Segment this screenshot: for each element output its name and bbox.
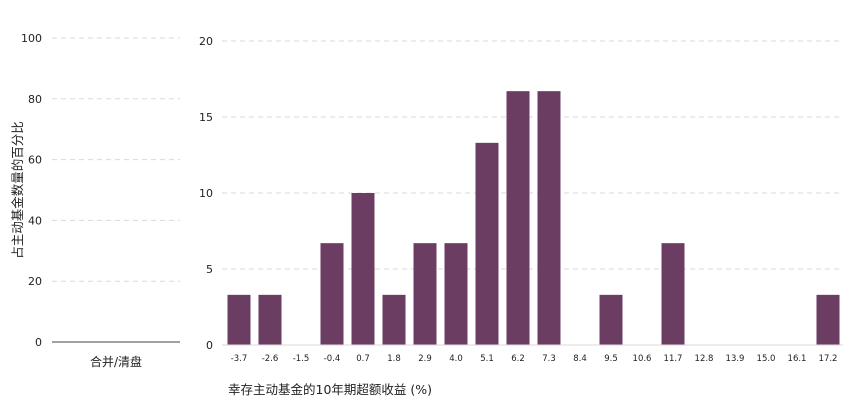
y-tick-label: 15	[199, 111, 213, 124]
x-tick-label: 17.2	[819, 354, 838, 364]
right-panel: 0 5 10 15 20 -3.7 -2.6 -1.5 -0.4 0.7 1.8 2.9 4.0 5.1…	[199, 35, 843, 397]
left-x-tick-labels: 合并/清盘	[90, 354, 142, 369]
y-tick-label: 40	[28, 214, 42, 227]
x-tick-label: 10.6	[633, 354, 652, 364]
bar	[444, 243, 468, 345]
left-gridlines	[52, 37, 180, 282]
x-tick-label: 5.1	[480, 354, 494, 364]
x-tick-label: 2.9	[418, 354, 432, 364]
bar	[475, 142, 499, 345]
y-tick-label: 0	[35, 336, 42, 349]
x-tick-label: -3.7	[231, 354, 248, 364]
right-y-tick-labels: 0 5 10 15 20	[199, 35, 213, 352]
x-tick-label: 9.5	[604, 354, 618, 364]
left-y-axis-title: 占主动基金数量的百分比	[10, 121, 25, 259]
bar	[351, 193, 375, 345]
left-y-tick-labels: 0 20 40 60 80 100	[21, 32, 42, 349]
bar	[413, 243, 437, 345]
x-tick-label: 4.0	[449, 354, 463, 364]
right-x-tick-labels: -3.7 -2.6 -1.5 -0.4 0.7 1.8 2.9 4.0 5.1 6.2 7.3 8.4…	[231, 354, 838, 364]
y-tick-label: 60	[28, 154, 42, 167]
y-tick-label: 0	[206, 339, 213, 352]
x-tick-label: 7.3	[542, 354, 556, 364]
x-tick-label: -1.5	[293, 354, 310, 364]
right-x-axis-title: 幸存主动基金的10年期超额收益 (%)	[228, 382, 432, 397]
y-tick-label: 20	[28, 275, 42, 288]
bar	[382, 294, 406, 345]
y-tick-label: 10	[199, 187, 213, 200]
bar	[816, 294, 840, 345]
bar	[661, 243, 685, 345]
x-tick-label: 0.7	[356, 354, 370, 364]
x-tick-label: 1.8	[387, 354, 401, 364]
y-tick-label: 80	[28, 93, 42, 106]
x-tick-label: 11.7	[664, 354, 683, 364]
left-panel: 0 20 40 60 80 100 合并/清盘 占主动基金数量的百分比	[10, 32, 180, 369]
y-tick-label: 20	[199, 35, 213, 48]
x-tick-label: 合并/清盘	[90, 354, 142, 369]
x-tick-label: 6.2	[511, 354, 525, 364]
right-gridlines	[222, 40, 843, 270]
x-tick-label: 15.0	[757, 354, 776, 364]
bar	[227, 294, 251, 345]
bar	[506, 91, 530, 345]
x-tick-label: 16.1	[788, 354, 807, 364]
x-tick-label: 12.8	[695, 354, 714, 364]
bar	[599, 294, 623, 345]
x-tick-label: -2.6	[262, 354, 279, 364]
x-tick-label: -0.4	[324, 354, 341, 364]
y-tick-label: 100	[21, 32, 42, 45]
bar	[258, 294, 282, 345]
right-bars	[227, 91, 840, 345]
x-tick-label: 13.9	[726, 354, 745, 364]
x-tick-label: 8.4	[573, 354, 587, 364]
bar	[320, 243, 344, 345]
bar	[537, 91, 561, 345]
y-tick-label: 5	[206, 263, 213, 276]
